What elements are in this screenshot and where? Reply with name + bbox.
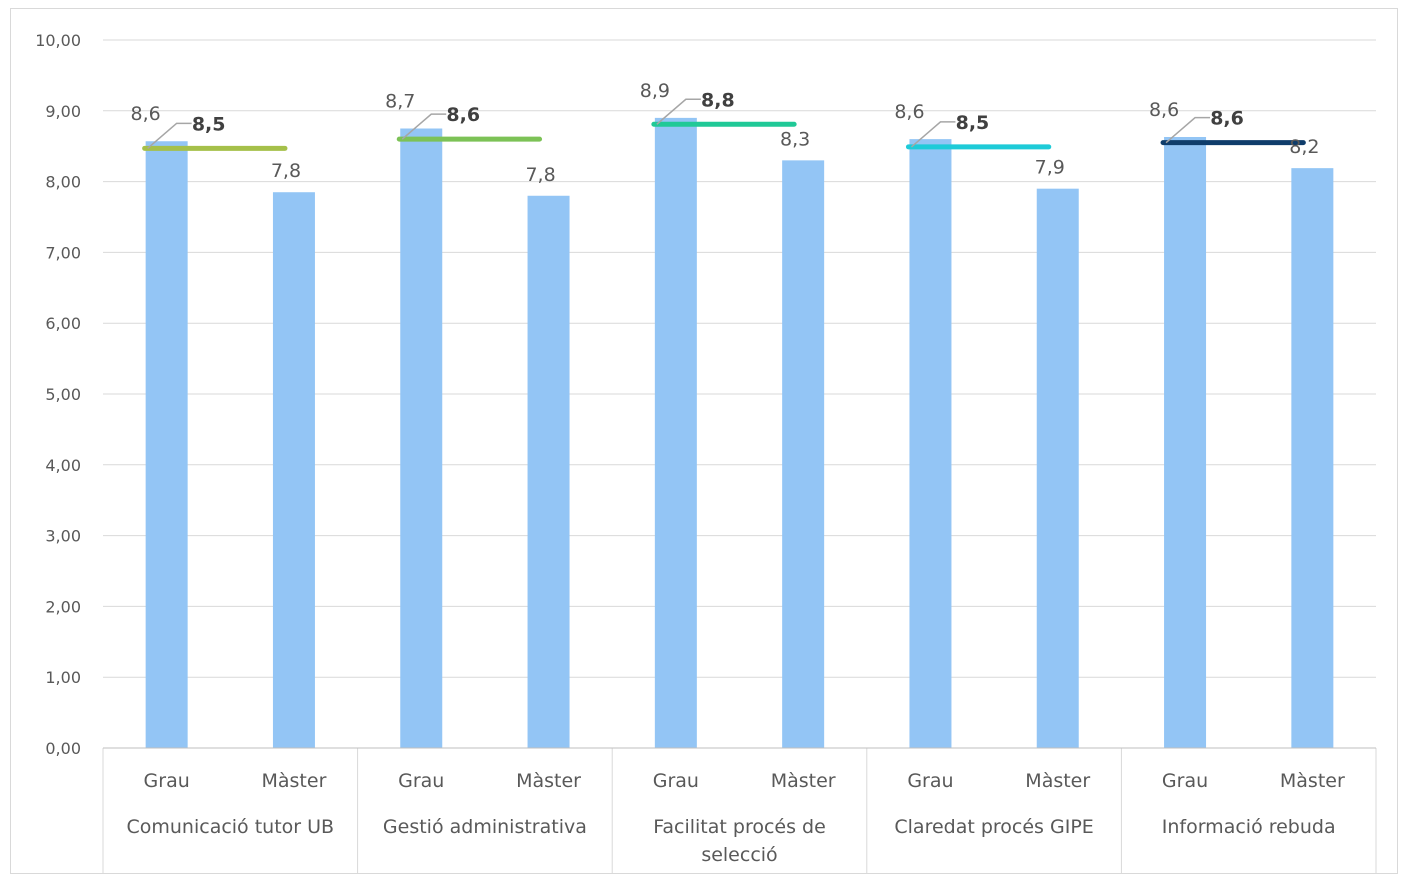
bar-category-label: Màster: [1280, 770, 1345, 792]
bar: [1164, 136, 1207, 749]
average-label: 8,6: [1210, 108, 1244, 130]
average-label: 8,8: [701, 89, 735, 111]
bar-category-label: Màster: [771, 770, 836, 792]
bar: [400, 128, 443, 748]
bar-category-label: Grau: [398, 770, 444, 792]
bar: [527, 195, 570, 748]
bar-value-label: 8,6: [131, 103, 161, 125]
average-leader-line: [401, 113, 447, 140]
y-tick-label: 7,00: [45, 243, 81, 262]
y-tick-label: 0,00: [45, 739, 81, 758]
bar-category-label: Màster: [262, 770, 327, 792]
bar: [1291, 168, 1334, 748]
bar-value-label: 8,2: [1289, 136, 1319, 158]
y-tick-label: 2,00: [45, 597, 81, 616]
group-label: Comunicació tutor UB: [126, 816, 334, 838]
bar: [782, 160, 825, 749]
group-label: selecció: [701, 844, 777, 866]
bar-value-label: 7,8: [525, 164, 555, 186]
bar-category-label: Grau: [1162, 770, 1208, 792]
y-tick-label: 8,00: [45, 173, 81, 192]
y-tick-label: 4,00: [45, 456, 81, 475]
bar: [1036, 188, 1079, 748]
bar-value-label: 8,6: [1149, 99, 1179, 121]
average-label: 8,5: [192, 113, 226, 135]
y-tick-label: 9,00: [45, 102, 81, 121]
average-leader-line: [910, 121, 956, 148]
bar-value-label: 8,7: [385, 91, 415, 113]
average-leader-line: [147, 122, 192, 149]
y-tick-label: 3,00: [45, 527, 81, 546]
average-leader-line: [1165, 116, 1211, 144]
bar-value-label: 8,3: [780, 128, 810, 150]
bar-value-label: 8,6: [894, 101, 924, 123]
bar: [654, 117, 697, 748]
bar: [145, 141, 188, 748]
bar-category-label: Màster: [1025, 770, 1090, 792]
y-tick-label: 6,00: [45, 314, 81, 333]
bar-value-label: 8,9: [640, 80, 670, 102]
group-label: Gestió administrativa: [383, 816, 587, 838]
group-label: Facilitat procés de: [653, 816, 826, 838]
group-label: Informació rebuda: [1162, 816, 1336, 838]
bar-category-label: Grau: [907, 770, 953, 792]
chart-frame: [10, 8, 1398, 874]
group-label: Claredat procés GIPE: [894, 816, 1093, 838]
bar-category-label: Màster: [516, 770, 581, 792]
bar-value-label: 7,9: [1035, 157, 1065, 179]
bar: [272, 192, 315, 749]
average-leader-line: [656, 98, 701, 125]
average-label: 8,5: [956, 112, 990, 134]
bar-category-label: Grau: [653, 770, 699, 792]
average-label: 8,6: [446, 104, 480, 126]
bar: [909, 139, 952, 748]
y-tick-label: 1,00: [45, 668, 81, 687]
y-tick-label: 5,00: [45, 385, 81, 404]
bar-value-label: 7,8: [271, 160, 301, 182]
bar-category-label: Grau: [144, 770, 190, 792]
y-tick-label: 10,00: [35, 31, 81, 50]
